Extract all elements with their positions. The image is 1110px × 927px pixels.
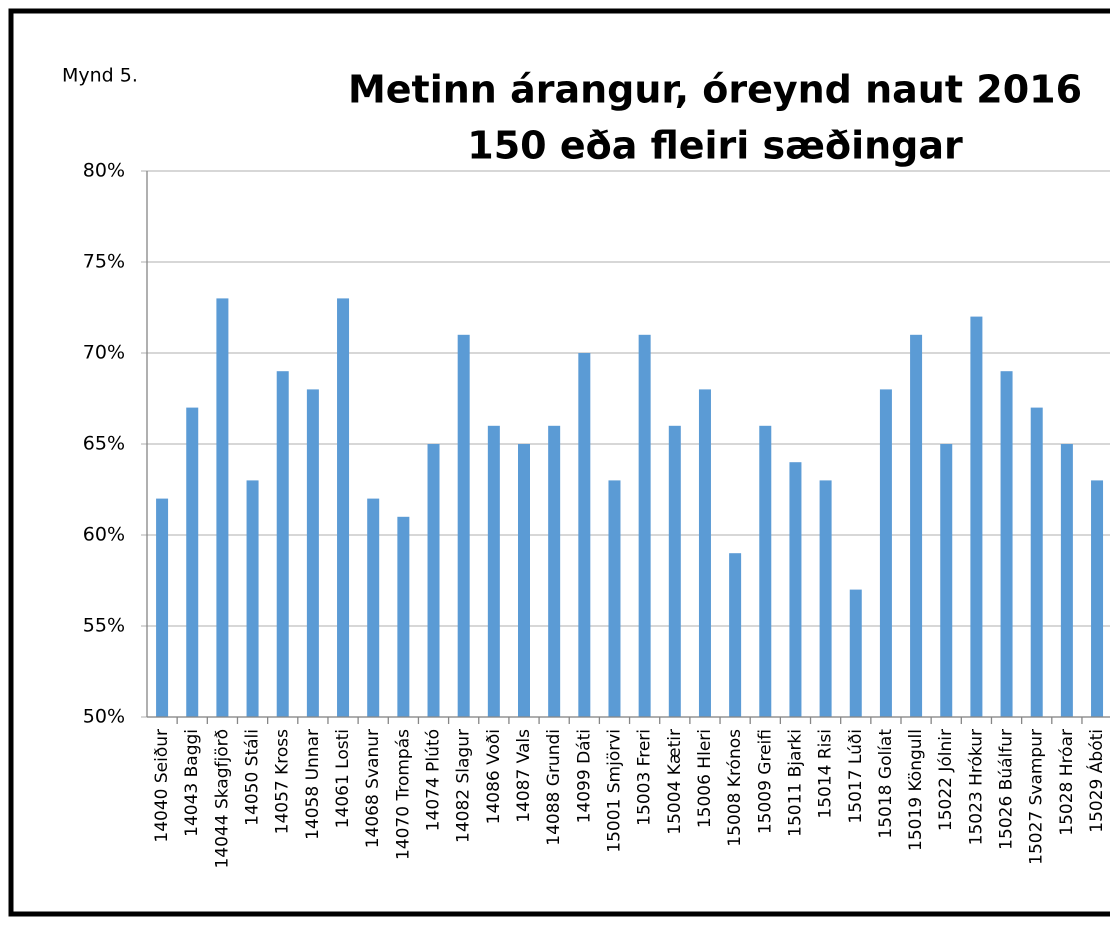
x-tick-label: 15018 Golíat	[876, 729, 896, 839]
y-tick-label: 50%	[83, 706, 125, 728]
bar	[698, 389, 711, 717]
x-tick-label: 14088 Grundi	[544, 729, 564, 846]
bar	[1030, 407, 1043, 717]
bar	[759, 425, 772, 717]
bar	[276, 371, 289, 717]
y-tick-label: 60%	[83, 524, 125, 546]
x-tick-label: 15003 Freri	[635, 729, 655, 826]
x-tick-label: 15001 Smjörvi	[604, 729, 624, 853]
y-tick-label: 55%	[83, 615, 125, 637]
x-tick-label: 15028 Hróar	[1057, 729, 1077, 836]
chart-title: Metinn árangur, óreynd naut 2016	[348, 68, 1082, 112]
x-tick-label: 15004 Kætir	[665, 729, 685, 835]
x-tick-label: 15006 Hleri	[695, 729, 715, 828]
x-tick-label: 15008 Krónos	[725, 729, 745, 847]
bar	[970, 316, 983, 717]
bar	[729, 553, 742, 717]
x-tick-label: 15014 Risi	[816, 729, 836, 819]
bar	[1091, 480, 1104, 717]
x-tick-label: 15023 Hrókur	[966, 729, 986, 845]
bar	[608, 480, 621, 717]
bar	[849, 589, 862, 717]
x-tick-label: 15019 Köngull	[906, 729, 926, 851]
x-tick-label: 15029 Ábóti	[1085, 729, 1107, 833]
x-tick-label: 15011 Bjarki	[785, 729, 805, 837]
bar	[186, 407, 199, 717]
bar	[578, 353, 591, 717]
y-tick-label: 75%	[83, 251, 125, 273]
x-tick-label: 14087 Vals	[514, 729, 534, 823]
bar	[1060, 444, 1073, 717]
x-tick-label: 15009 Greifi	[755, 729, 775, 834]
bar	[457, 334, 470, 717]
bar	[337, 298, 350, 717]
bar	[548, 425, 561, 717]
bar	[216, 298, 229, 717]
bar	[910, 334, 923, 717]
x-tick-label: 15017 Lúði	[846, 729, 866, 824]
bar	[940, 444, 953, 717]
x-tick-label: 15027 Svampur	[1027, 729, 1047, 865]
x-tick-label: 14061 Losti	[333, 729, 353, 828]
bar	[367, 498, 380, 717]
x-tick-label: 14074 Plútó	[424, 729, 444, 831]
bar	[819, 480, 832, 717]
bar	[518, 444, 530, 717]
x-tick-label: 14040 Seiður	[152, 729, 172, 843]
x-tick-label: 14099 Dáti	[574, 729, 594, 823]
bar	[246, 480, 259, 717]
bar	[1000, 371, 1013, 717]
y-tick-label: 65%	[83, 433, 125, 455]
y-tick-label: 80%	[83, 160, 125, 182]
bar	[397, 516, 410, 717]
x-tick-label: 14070 Trompás	[393, 729, 413, 860]
bar	[156, 498, 169, 717]
x-tick-label: 14057 Kross	[273, 729, 293, 835]
bar	[638, 334, 651, 717]
x-tick-label: 15022 Jólnir	[936, 729, 956, 831]
bar	[487, 425, 500, 717]
bar	[879, 389, 892, 717]
bar	[668, 425, 681, 717]
x-tick-label: 14043 Baggi	[182, 729, 202, 837]
figure-label: Mynd 5.	[62, 65, 138, 87]
frame	[8, 8, 1110, 917]
y-tick-label: 70%	[83, 342, 125, 364]
x-tick-label: 14082 Slagur	[454, 729, 474, 843]
x-tick-label: 14068 Svanur	[363, 729, 383, 848]
x-tick-label: 14058 Unnar	[303, 729, 323, 840]
chart-title: 150 eða fleiri sæðingar	[467, 124, 963, 168]
bar	[789, 462, 802, 717]
x-tick-label: 14050 Stáli	[243, 729, 263, 826]
bar	[427, 444, 440, 717]
x-tick-label: 14044 Skagfjörð	[212, 729, 232, 869]
x-tick-label: 15026 Búálfur	[997, 729, 1017, 850]
bar	[306, 389, 319, 717]
x-tick-label: 14086 Voði	[484, 729, 504, 824]
